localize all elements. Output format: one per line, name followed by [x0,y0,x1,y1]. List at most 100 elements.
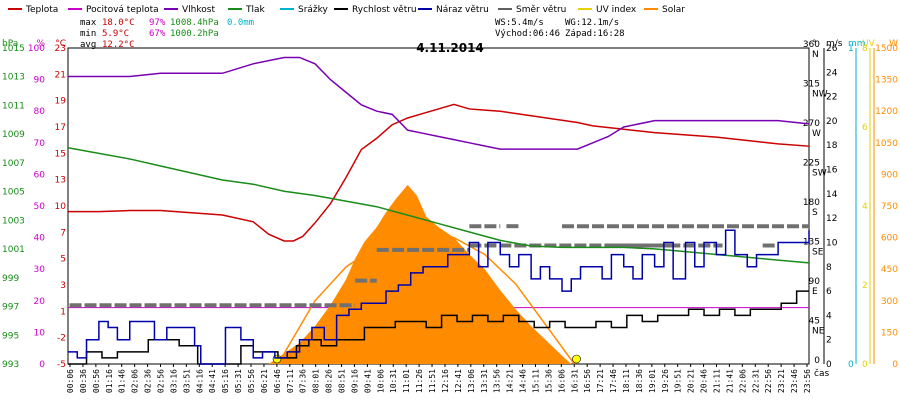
y-tick-label: 1001 [2,245,25,255]
stats-max-temp: 18.0°C [102,18,135,28]
x-tick-label: 07:36 [299,369,308,393]
y-tick-label: 100 [28,44,45,54]
x-tick-label: 02:06 [131,369,140,393]
y-tick-label: 17 [55,123,66,133]
x-tick-label: 10:06 [376,369,385,393]
x-tick-label: 07:11 [286,369,295,393]
legend-item: Náraz větru [418,5,489,15]
y-tick-label: 3 [60,281,66,291]
plot-area [67,56,810,365]
legend-label: Pocitová teplota [86,5,159,15]
x-tick-label: 08:26 [325,369,334,393]
axis-unit: ° [812,39,817,49]
x-tick-label: 19:26 [661,369,670,393]
series-line [68,103,810,242]
x-tick-label: 22:56 [764,369,773,393]
y-tick-label: SW [812,169,827,179]
y-tick-label: 0 [862,360,868,370]
y-tick-label: 1200 [875,107,898,117]
legend-item: UV index [578,5,637,15]
x-tick-label: 21:41 [725,369,734,393]
axis-unit: % [36,39,45,49]
axis-unit: mm [848,39,866,49]
legend-item: Srážky [280,5,329,15]
y-tick-label: NE [812,327,825,337]
legend-label: Tlak [245,5,266,15]
x-tick-label: 23:56 [803,369,812,393]
y-tick-label: 15 [55,149,66,159]
x-tick-label: 16:56 [583,369,592,393]
x-tick-label: 23:21 [777,369,786,393]
y-tick-label: 360 [803,40,820,50]
x-tick-label: 22:06 [738,369,747,393]
y-tick-label: S [812,208,818,218]
x-tick-label: 09:41 [363,369,372,393]
x-tick-label: 11:26 [415,369,424,393]
y-tick-label: N [812,50,819,60]
y-tick-label: SE [812,248,824,258]
stats-ws: WS:5.4m/s [495,18,544,28]
x-tick-label: 23:46 [790,369,799,393]
y-tick-label: 315 [803,80,820,90]
y-tick-label: 7 [60,228,66,238]
x-tick-label: 11:51 [428,369,437,393]
y-tick-label: 270 [803,119,820,129]
legend-item: Teplota [8,5,58,15]
stats-max-rain: 0.0mm [227,18,254,28]
y-tick-label: 0 [848,360,854,370]
y-tick-label: 16 [826,166,838,176]
stats-sunset: Západ:16:28 [565,29,625,39]
y-tick-label: 1005 [2,188,25,198]
legend-label: Teplota [25,5,58,15]
y-tick-label: 1013 [2,73,25,83]
uv-curve [277,234,575,365]
stats-avg-label: avg [80,40,96,50]
y-tick-label: 13 [55,176,66,186]
y-tick-label: 6 [826,287,832,297]
y-tick-label: E [812,287,818,297]
x-tick-label: 08:01 [312,369,321,393]
x-tick-label: 16:06 [557,369,566,393]
x-tick-label: 09:16 [350,369,359,393]
y-tick-label: 180 [803,198,820,208]
legend-label: Srážky [298,5,329,15]
axis-unit: °C [55,39,66,49]
axes: hPa9939959979991001100310051007100910111… [2,39,898,370]
x-tick-label: 16:31 [570,369,579,393]
x-tick-label: 05:31 [234,369,243,393]
y-tick-label: 1 [848,44,854,54]
legend-item: Tlak [228,5,266,15]
y-tick-label: 4 [826,311,832,321]
x-tick-label: 03:16 [169,369,178,393]
x-tick-label: 03:51 [182,369,191,393]
y-tick-label: 900 [881,170,898,180]
legend-label: Rychlost větru [352,5,417,15]
x-tick-label: 13:06 [467,369,476,393]
x-tick-label: 13:31 [480,369,489,393]
x-tick-label: 15:36 [544,369,553,393]
y-tick-label: 10 [55,202,67,212]
sun-marker [572,354,581,364]
x-tick-label: 10:31 [389,369,398,393]
y-tick-label: 150 [881,328,898,338]
x-tick-label: 20:46 [700,369,709,393]
y-tick-label: 60 [34,170,46,180]
y-tick-label: NW [812,90,828,100]
y-tick-label: 4 [862,202,868,212]
y-tick-label: 995 [2,331,19,341]
y-tick-label: 0 [826,360,832,370]
y-tick-label: 40 [34,234,46,244]
x-tick-label: 11:01 [402,369,411,393]
y-tick-label: 1 [60,307,66,317]
x-tick-label: 06:21 [260,369,269,393]
series-line [68,56,810,150]
x-tick-label: 01:46 [118,369,127,393]
axis-unit: hPa [2,39,18,49]
y-tick-label: 0 [39,360,45,370]
y-tick-label: 19 [55,97,67,107]
legend-item: Pocitová teplota [68,5,159,15]
x-tick-label: 04:16 [195,369,204,393]
y-tick-label: 24 [826,68,838,78]
legend-label: UV index [596,5,637,15]
